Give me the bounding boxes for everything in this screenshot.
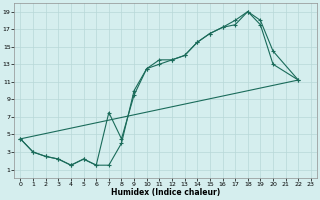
X-axis label: Humidex (Indice chaleur): Humidex (Indice chaleur) <box>111 188 220 197</box>
